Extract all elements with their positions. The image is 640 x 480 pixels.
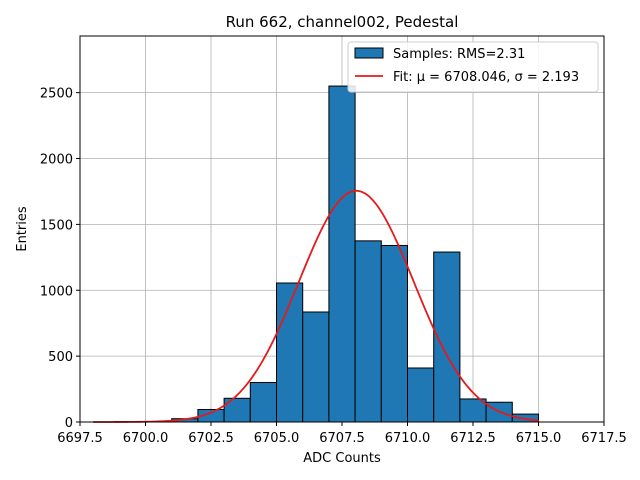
x-tick-label: 6717.5 xyxy=(581,431,627,446)
histogram-bar xyxy=(302,311,330,423)
x-axis-ticks: 6697.5 6700.0 6702.5 6705.0 6707.5 6710.0 6712… xyxy=(57,422,627,446)
x-tick-label: 6712.5 xyxy=(450,431,496,446)
histogram-bar xyxy=(459,398,487,423)
y-tick-label: 2500 xyxy=(40,87,73,102)
x-tick-label: 6715.0 xyxy=(516,431,562,446)
fit-curve-group xyxy=(93,189,539,423)
y-axis-ticks: 0 500 1000 1500 2000 2500 xyxy=(40,87,80,431)
y-tick-label: 1000 xyxy=(40,284,73,299)
x-tick-label: 6702.5 xyxy=(188,431,234,446)
x-axis-label: ADC Counts xyxy=(303,451,381,466)
histogram-bar xyxy=(380,244,408,423)
x-tick-label: 6697.5 xyxy=(57,431,103,446)
y-axis-label: Entries xyxy=(15,206,30,252)
y-tick-label: 2000 xyxy=(40,153,73,168)
x-tick-label: 6705.0 xyxy=(254,431,300,446)
histogram-bar xyxy=(249,381,278,423)
y-tick-label: 500 xyxy=(48,350,73,365)
chart-title: Run 662, channel002, Pedestal xyxy=(226,13,459,31)
x-tick-label: 6707.5 xyxy=(319,431,365,446)
legend-histogram-swatch xyxy=(354,47,384,59)
fit-curve xyxy=(93,189,539,423)
legend-box xyxy=(347,41,599,93)
legend: Samples: RMS=2.31 Fit: μ = 6708.046, σ =… xyxy=(347,41,599,93)
x-tick-label: 6710.0 xyxy=(385,431,431,446)
y-tick-label: 1500 xyxy=(40,218,73,233)
y-tick-label: 0 xyxy=(65,416,73,431)
legend-histogram-label: Samples: RMS=2.31 xyxy=(393,47,525,62)
histogram-bar xyxy=(407,367,435,423)
legend-fit-label: Fit: μ = 6708.046, σ = 2.193 xyxy=(393,70,579,85)
histogram-bar xyxy=(354,240,382,423)
histogram-bars xyxy=(171,85,539,423)
histogram-bar xyxy=(328,85,356,423)
x-tick-label: 6700.0 xyxy=(123,431,169,446)
